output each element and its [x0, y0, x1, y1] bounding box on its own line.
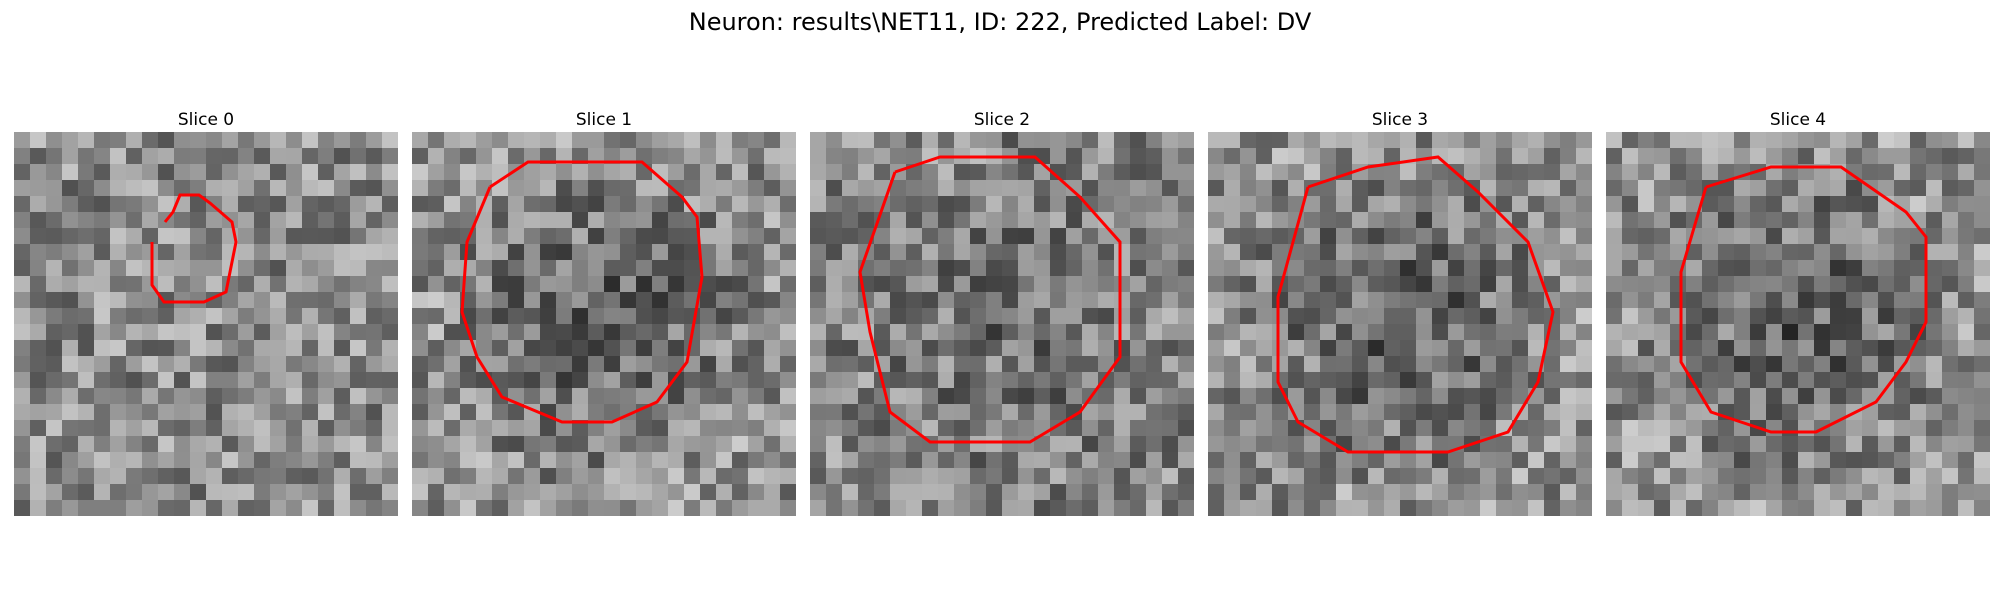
roi-contour — [1276, 155, 1555, 454]
pixel-grid — [412, 132, 796, 516]
roi-contour — [1679, 165, 1928, 434]
slice-panel-1: Slice 1 — [412, 108, 796, 516]
figure-title: Neuron: results\NET11, ID: 222, Predicte… — [688, 8, 1312, 36]
slice-title: Slice 2 — [973, 110, 1031, 130]
roi-contour — [150, 193, 238, 304]
pixel-grid — [810, 132, 1194, 516]
slice-image — [810, 132, 1194, 516]
slice-panel-2: Slice 2 — [810, 108, 1194, 516]
slice-title: Slice 0 — [177, 110, 235, 130]
slice-title: Slice 4 — [1769, 110, 1827, 130]
slice-image — [14, 132, 398, 516]
roi-contour — [858, 155, 1122, 444]
pixel-grid — [1606, 132, 1990, 516]
roi-contour — [460, 160, 704, 424]
slice-title: Slice 1 — [575, 110, 633, 130]
slice-panel-4: Slice 4 — [1606, 108, 1990, 516]
pixel-grid — [14, 132, 398, 516]
pixel-grid — [1208, 132, 1592, 516]
slice-panel-0: Slice 0 — [14, 108, 398, 516]
slice-image — [1606, 132, 1990, 516]
slice-image — [1208, 132, 1592, 516]
slice-image — [412, 132, 796, 516]
slice-title: Slice 3 — [1371, 110, 1429, 130]
slice-panel-3: Slice 3 — [1208, 108, 1592, 516]
